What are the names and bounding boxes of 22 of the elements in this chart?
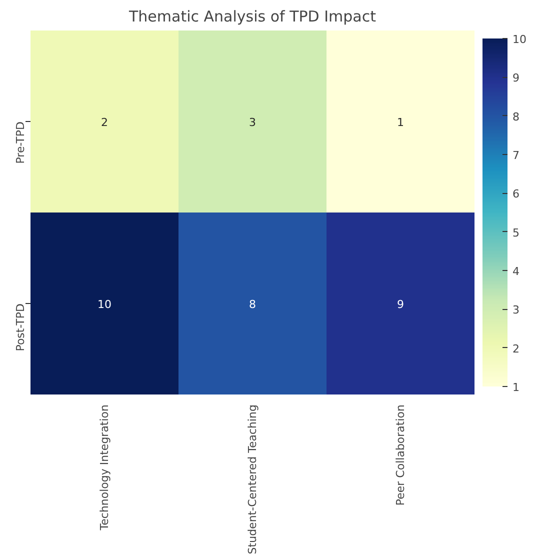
chart-title: Thematic Analysis of TPD Impact <box>128 8 376 26</box>
color-bar-label: 4 <box>512 265 520 278</box>
data-label: 10 <box>98 298 112 311</box>
data-label: 8 <box>249 298 256 311</box>
data-label: 2 <box>101 116 108 129</box>
color-bar-label: 1 <box>512 381 520 394</box>
x-tick-label: Student-Centered Teaching <box>246 404 259 554</box>
color-bar-label: 10 <box>512 33 526 46</box>
color-bar-label: 7 <box>512 149 520 162</box>
y-tick-label: Pre-TPD <box>14 121 27 164</box>
color-bar-label: 9 <box>512 72 520 85</box>
data-label: 9 <box>397 298 404 311</box>
y-tick-label: Post-TPD <box>14 303 27 352</box>
data-label: 3 <box>249 116 256 129</box>
data-label: 1 <box>397 116 404 129</box>
x-tick-label: Peer Collaboration <box>394 404 407 506</box>
color-bar-label: 3 <box>512 304 520 317</box>
color-bar-label: 6 <box>512 188 520 201</box>
color-bar-label: 5 <box>512 226 520 240</box>
color-bar-label: 2 <box>512 342 520 356</box>
x-tick-label: Technology Integration <box>98 404 111 532</box>
color-bar-label: 8 <box>512 110 520 124</box>
